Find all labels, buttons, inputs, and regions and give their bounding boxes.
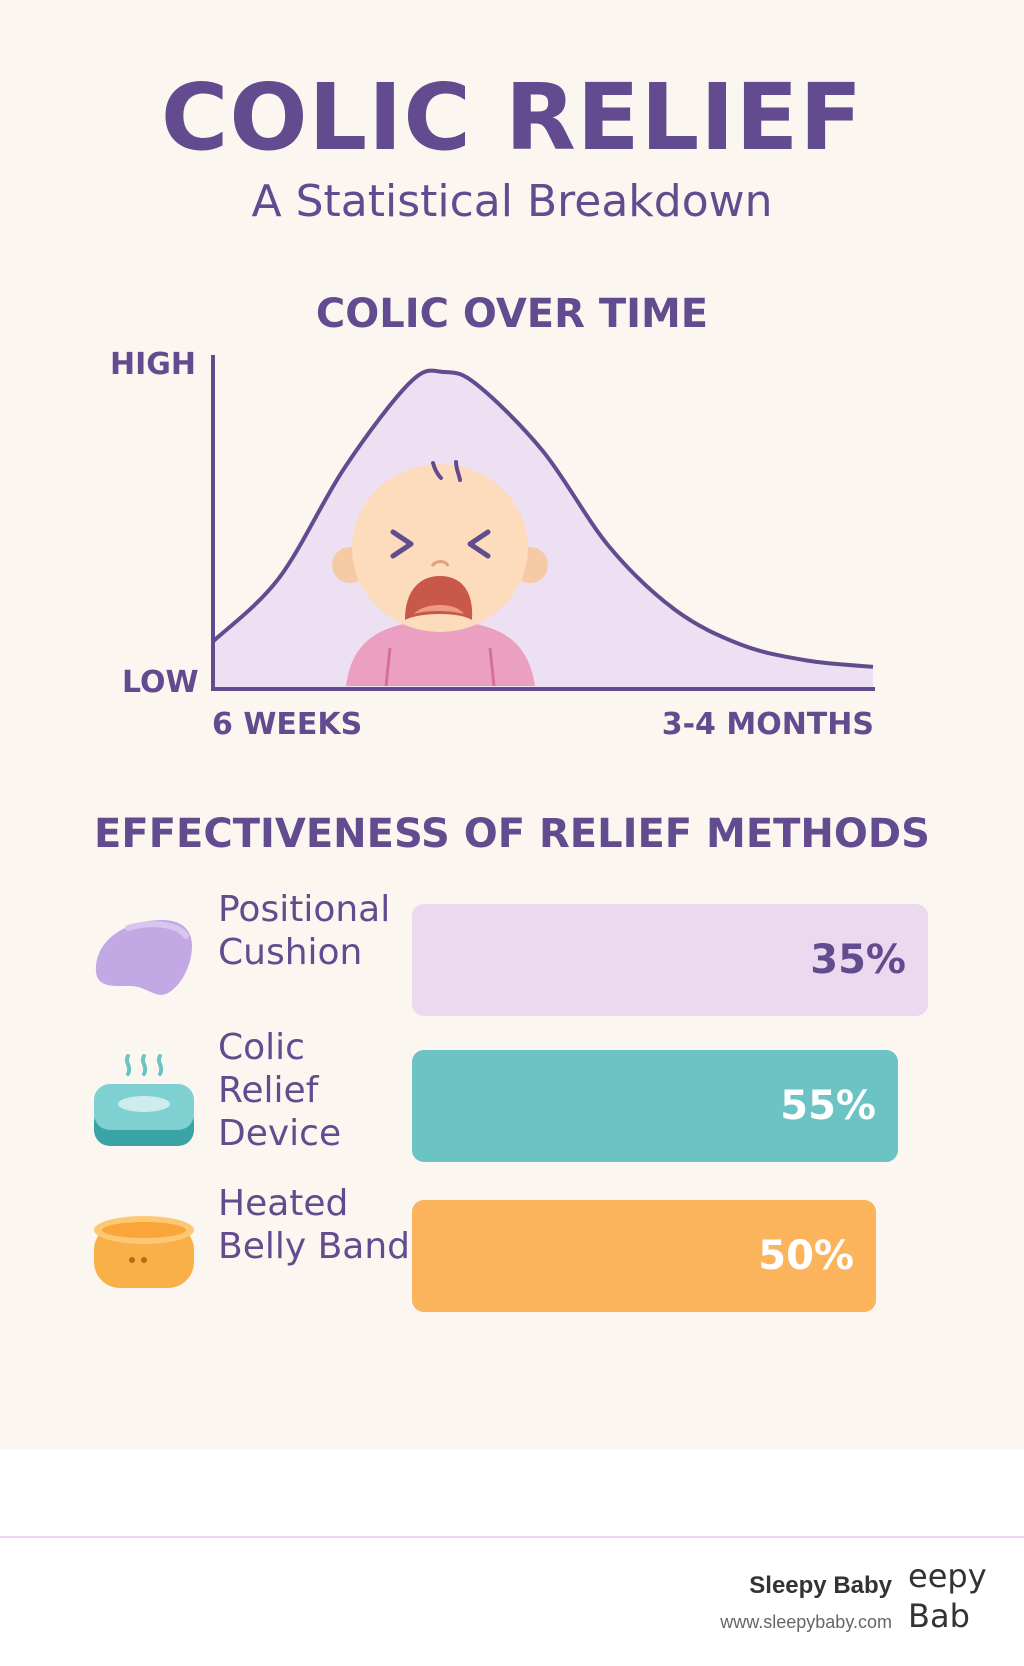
y-tick-high: HIGH bbox=[110, 347, 197, 382]
heated-device-icon bbox=[94, 1054, 194, 1146]
brand-logo-text: eepy Bab bbox=[908, 1557, 987, 1635]
x-tick-start: 6 WEEKS bbox=[212, 707, 363, 742]
bar-label-heated-belly-band: Heated Belly Band bbox=[218, 1183, 411, 1268]
colic-curve-area bbox=[213, 370, 873, 689]
infographic-canvas: COLIC RELIEF A Statistical Breakdown COL… bbox=[0, 0, 1024, 1450]
bar-value-heated-belly-band: 50% bbox=[758, 1233, 854, 1279]
colic-over-time-chart bbox=[211, 355, 875, 691]
cushion-icon bbox=[95, 920, 192, 995]
brand-logo: eepy Bab bbox=[904, 1556, 1004, 1636]
y-tick-low: LOW bbox=[122, 665, 199, 700]
footer-divider bbox=[0, 1536, 1024, 1538]
colic-chart-title: COLIC OVER TIME bbox=[315, 291, 709, 337]
bar-heated-belly-band: 50% bbox=[412, 1200, 876, 1312]
bar-value-colic-relief-device: 55% bbox=[780, 1083, 876, 1129]
bar-label-positional-cushion: Positional Cushion bbox=[218, 889, 391, 974]
bar-colic-relief-device: 55% bbox=[412, 1050, 898, 1162]
footer-brand-name: Sleepy Baby bbox=[749, 1572, 892, 1599]
page-title: COLIC RELIEF bbox=[160, 64, 864, 171]
bar-value-positional-cushion: 35% bbox=[810, 937, 906, 983]
colic-curve-line bbox=[211, 368, 874, 669]
belly-band-icon bbox=[94, 1216, 194, 1288]
effectiveness-chart-title: EFFECTIVENESS OF RELIEF METHODS bbox=[94, 811, 930, 857]
bar-positional-cushion: 35% bbox=[412, 904, 928, 1016]
page-subtitle: A Statistical Breakdown bbox=[251, 176, 773, 227]
x-tick-end: 3-4 MONTHS bbox=[661, 707, 874, 742]
bar-label-colic-relief-device: Colic Relief Device bbox=[218, 1027, 342, 1155]
crying-baby-illustration bbox=[332, 460, 548, 687]
footer-url: www.sleepybaby.com bbox=[720, 1612, 892, 1632]
